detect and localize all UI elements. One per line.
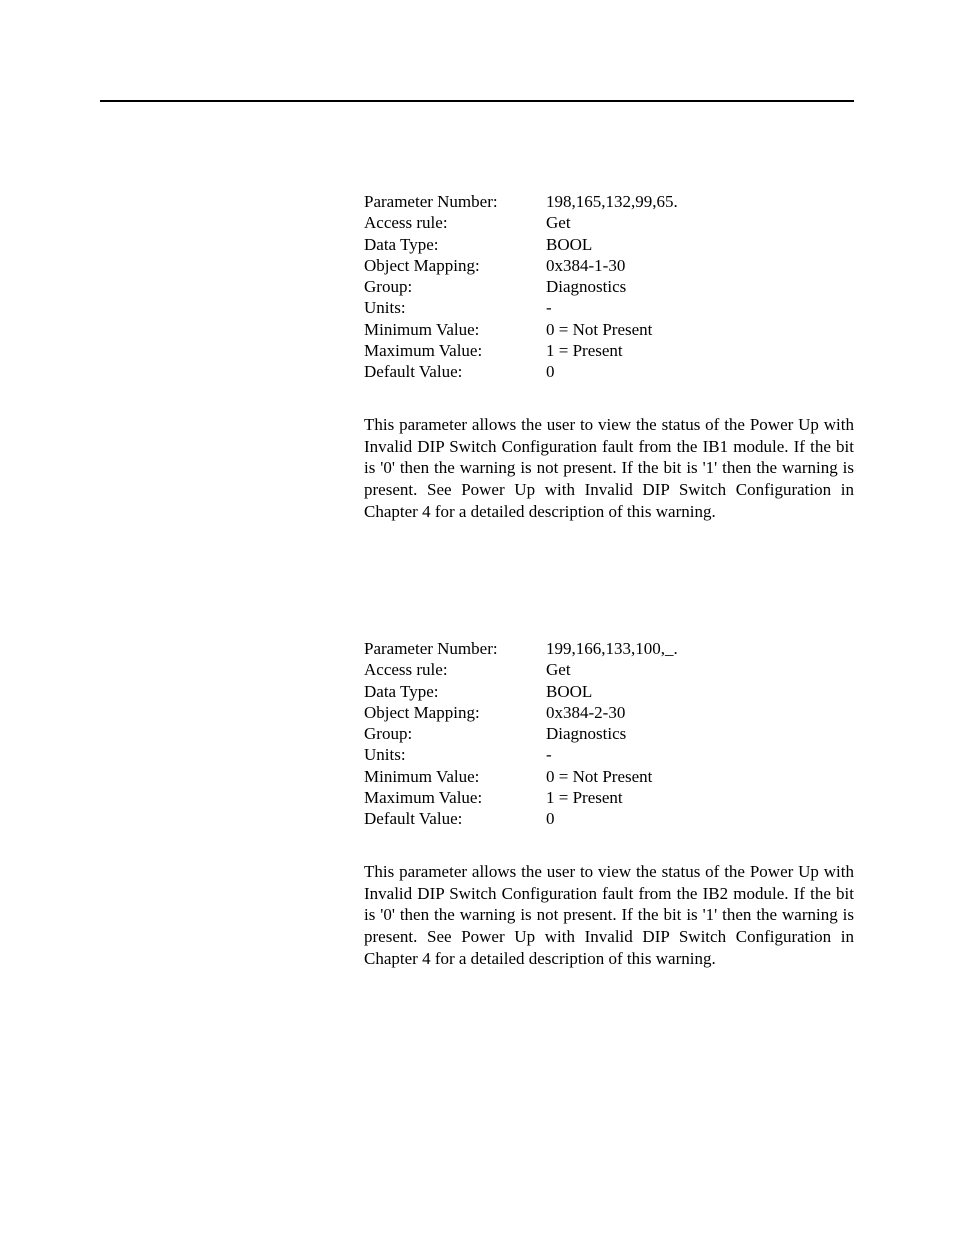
param-label: Object Mapping: — [364, 702, 546, 723]
param-value: BOOL — [546, 234, 854, 255]
param-label: Default Value: — [364, 361, 546, 382]
param-row: Maximum Value: 1 = Present — [364, 787, 854, 808]
param-label: Minimum Value: — [364, 766, 546, 787]
param-value: 0x384-2-30 — [546, 702, 854, 723]
param-row: Parameter Number: 198,165,132,99,65. — [364, 191, 854, 212]
parameter-description-1: This parameter allows the user to view t… — [364, 414, 854, 522]
param-value: - — [546, 744, 854, 765]
parameter-section-2: Parameter Number: 199,166,133,100,_. Acc… — [364, 638, 854, 969]
param-label: Maximum Value: — [364, 787, 546, 808]
param-value: 0x384-1-30 — [546, 255, 854, 276]
param-value: Get — [546, 659, 854, 680]
param-row: Group: Diagnostics — [364, 276, 854, 297]
param-value: 0 — [546, 808, 854, 829]
parameter-description-2: This parameter allows the user to view t… — [364, 861, 854, 969]
param-row: Default Value: 0 — [364, 808, 854, 829]
param-row: Access rule: Get — [364, 212, 854, 233]
param-label: Object Mapping: — [364, 255, 546, 276]
param-row: Access rule: Get — [364, 659, 854, 680]
param-row: Parameter Number: 199,166,133,100,_. — [364, 638, 854, 659]
parameter-section-1: Parameter Number: 198,165,132,99,65. Acc… — [364, 191, 854, 522]
param-row: Object Mapping: 0x384-1-30 — [364, 255, 854, 276]
param-row: Units: - — [364, 744, 854, 765]
param-value: BOOL — [546, 681, 854, 702]
parameter-table-2: Parameter Number: 199,166,133,100,_. Acc… — [364, 638, 854, 829]
param-label: Maximum Value: — [364, 340, 546, 361]
param-row: Data Type: BOOL — [364, 681, 854, 702]
param-label: Data Type: — [364, 681, 546, 702]
param-row: Units: - — [364, 297, 854, 318]
parameter-table-1: Parameter Number: 198,165,132,99,65. Acc… — [364, 191, 854, 382]
param-label: Minimum Value: — [364, 319, 546, 340]
param-row: Maximum Value: 1 = Present — [364, 340, 854, 361]
param-label: Parameter Number: — [364, 638, 546, 659]
param-label: Parameter Number: — [364, 191, 546, 212]
param-value: Diagnostics — [546, 276, 854, 297]
param-label: Group: — [364, 723, 546, 744]
param-value: 198,165,132,99,65. — [546, 191, 854, 212]
param-value: 1 = Present — [546, 787, 854, 808]
param-value: - — [546, 297, 854, 318]
param-value: 0 — [546, 361, 854, 382]
param-row: Minimum Value: 0 = Not Present — [364, 766, 854, 787]
param-value: 1 = Present — [546, 340, 854, 361]
page-divider — [100, 100, 854, 102]
param-row: Object Mapping: 0x384-2-30 — [364, 702, 854, 723]
param-value: 0 = Not Present — [546, 319, 854, 340]
param-row: Data Type: BOOL — [364, 234, 854, 255]
param-value: 199,166,133,100,_. — [546, 638, 854, 659]
param-value: Diagnostics — [546, 723, 854, 744]
param-label: Units: — [364, 744, 546, 765]
param-label: Data Type: — [364, 234, 546, 255]
param-label: Units: — [364, 297, 546, 318]
param-value: 0 = Not Present — [546, 766, 854, 787]
param-label: Default Value: — [364, 808, 546, 829]
param-label: Access rule: — [364, 212, 546, 233]
param-row: Minimum Value: 0 = Not Present — [364, 319, 854, 340]
param-label: Access rule: — [364, 659, 546, 680]
param-value: Get — [546, 212, 854, 233]
param-label: Group: — [364, 276, 546, 297]
param-row: Default Value: 0 — [364, 361, 854, 382]
param-row: Group: Diagnostics — [364, 723, 854, 744]
